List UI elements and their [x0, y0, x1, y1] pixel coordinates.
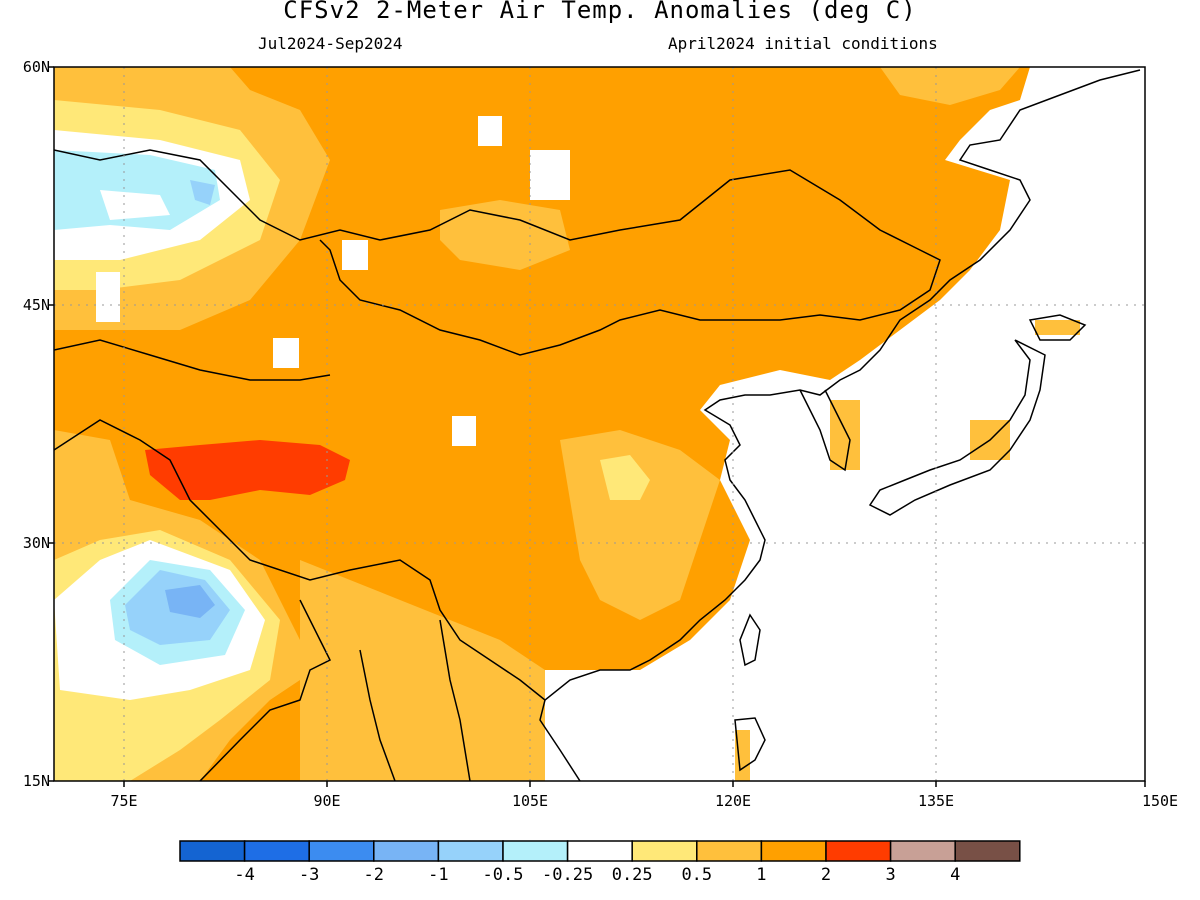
gap-baikal [530, 150, 570, 200]
colorbar-box [308, 840, 375, 862]
field-north-band [330, 67, 1020, 200]
field-sea-light [300, 560, 545, 781]
field-central-china-lighter [600, 455, 650, 500]
colorbar-label: -2 [363, 865, 385, 885]
colorbar-label: -0.5 [482, 865, 524, 885]
colorbar-label: 2 [820, 865, 832, 885]
lon-label-90e: 90E [313, 792, 341, 810]
field-taiwan-light [735, 730, 750, 781]
colorbar-box [760, 840, 827, 862]
colorbar-box [889, 840, 956, 862]
colorbar-label: 4 [950, 865, 961, 885]
gridlines [54, 67, 1145, 781]
lon-label-135e: 135E [917, 792, 955, 810]
field-neutral-nw-patch [100, 190, 170, 220]
colorbar-label: 0.5 [681, 865, 713, 885]
field-minus-0.5-nw [190, 180, 215, 205]
colorbar-box [566, 840, 633, 862]
axis-ticks [48, 66, 1146, 787]
field-india-minus-1 [165, 585, 215, 618]
field-korea-light [830, 400, 860, 470]
lon-label-150e: 150E [1141, 792, 1179, 810]
lat-label-45n: 45N [22, 296, 50, 314]
colorbar-box [825, 840, 892, 862]
colorbar-box [179, 840, 246, 862]
colorbar-label: -4 [234, 865, 255, 885]
lat-label-30n: 30N [22, 534, 50, 552]
colorbar-box [502, 840, 569, 862]
gap-balkhash [273, 338, 299, 368]
colorbar-box [373, 840, 440, 862]
colorbar-label: 1 [756, 865, 767, 885]
field-mongolia-light [440, 200, 570, 270]
lon-label-120e: 120E [714, 792, 752, 810]
colorbar-label: -1 [428, 865, 449, 885]
gap-qinghai [452, 416, 476, 446]
field-hokkaido-light [1035, 320, 1080, 335]
colorbar-label: -0.25 [542, 865, 594, 885]
lon-label-75e: 75E [110, 792, 138, 810]
lat-label-15n: 15N [22, 772, 50, 790]
colorbar-box [437, 840, 504, 862]
colorbar-label: 3 [885, 865, 896, 885]
colorbar-box [243, 840, 310, 862]
lon-label-105e: 105E [511, 792, 549, 810]
forecast-period: Jul2024-Sep2024 [258, 34, 403, 53]
initial-conditions: April2024 initial conditions [668, 34, 938, 53]
map-frame [53, 66, 1146, 782]
map-title: CFSv2 2-Meter Air Temp. Anomalies (deg C… [283, 0, 917, 24]
field-minus-0.25-nw [54, 150, 220, 230]
gap-aral [96, 272, 120, 322]
gap-khovsgol [342, 240, 368, 270]
coastlines-borders [54, 69, 1141, 781]
field-2-to-3-tibet [145, 440, 350, 500]
gap-baikal-n [478, 116, 502, 146]
colorbar-box [631, 840, 698, 862]
field-ne-light [880, 67, 1020, 105]
lat-label-60n: 60N [22, 58, 50, 76]
colorbar-label: -3 [298, 865, 320, 885]
colorbar-boxes [179, 840, 1021, 862]
colorbar-box [696, 840, 763, 862]
colorbar-label: 0.25 [611, 865, 653, 885]
colorbar-box [954, 840, 1021, 862]
field-central-china-light [560, 430, 720, 620]
